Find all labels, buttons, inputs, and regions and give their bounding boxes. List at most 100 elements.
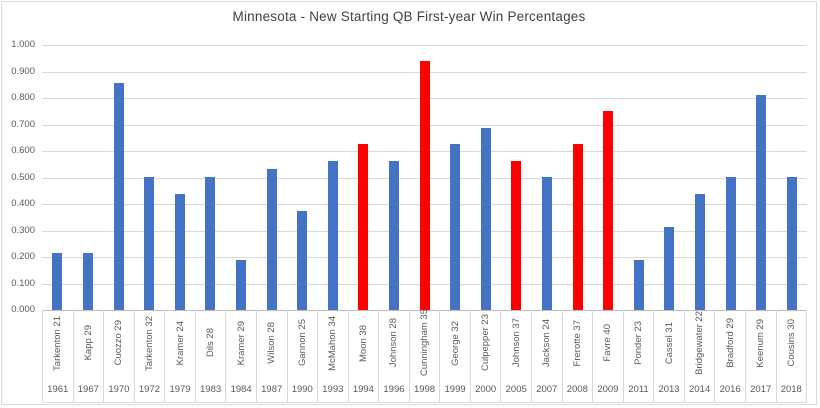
y-axis-tick-label: 0.700: [11, 119, 35, 130]
y-axis-tick-label: 0.300: [11, 225, 35, 236]
qb-name-label: Cassel 31: [663, 321, 675, 365]
qb-name-label: Frerotte 37: [571, 319, 583, 367]
y-axis-tick-label: 0.800: [11, 92, 35, 103]
chart-title: Minnesota - New Starting QB First-year W…: [232, 9, 586, 24]
qb-name-label: Kramer 29: [235, 320, 247, 366]
x-axis-label-table: Tarkenton 21 1961 Kapp 29 1967 Cuozzo 29 1970…: [42, 309, 807, 403]
qb-name-label: George 32: [449, 320, 461, 366]
year-label: 2016: [719, 383, 741, 395]
bar-1983-dils-28[interactable]: [205, 177, 215, 310]
bar-2009-favre-40[interactable]: [603, 111, 613, 310]
year-label: 2005: [505, 383, 527, 395]
bar-1961-tarkenton-21[interactable]: [52, 253, 62, 310]
x-axis-category-cell: Bradford 29 2016: [714, 310, 745, 402]
x-axis-category-cell: Kramer 24 1979: [164, 310, 195, 402]
year-label: 1967: [77, 383, 99, 395]
year-label: 1999: [444, 383, 466, 395]
qb-name-label: Culpepper 23: [480, 314, 492, 372]
bar-1987-wilson-28[interactable]: [267, 169, 277, 310]
x-axis-category-cell: Cassel 31 2013: [653, 310, 684, 402]
qb-name-wrap: Bridgewater 22: [694, 310, 705, 376]
bar-2000-culpepper-23[interactable]: [481, 128, 491, 310]
bar-2018-cousins-30[interactable]: [787, 177, 797, 310]
horizontal-gridline: [42, 45, 807, 46]
qb-name-wrap: McMahon 34: [327, 310, 338, 376]
bar-2016-bradford-29[interactable]: [726, 177, 736, 310]
x-axis-category-cell: Ponder 23 2011: [622, 310, 654, 402]
qb-name-wrap: Cunningham 35: [419, 309, 430, 376]
year-label: 1998: [413, 383, 436, 395]
qb-name-wrap: Gannon 25: [297, 310, 308, 376]
bar-1972-tarkenton-32[interactable]: [144, 177, 154, 310]
qb-name-label: McMahon 34: [327, 315, 339, 371]
bar-1996-johnson-28[interactable]: [389, 161, 399, 310]
bar-1970-cuozzo-29[interactable]: [114, 83, 124, 310]
bar-1967-kapp-29[interactable]: [83, 253, 93, 310]
qb-name-wrap: Johnson 28: [388, 310, 399, 376]
x-axis-category-cell: Tarkenton 21 1961: [42, 310, 73, 402]
qb-name-label: Kramer 24: [174, 320, 186, 366]
qb-name-wrap: Cousins 30: [786, 310, 797, 376]
year-label: 2018: [780, 383, 802, 395]
qb-name-wrap: Moon 38: [358, 310, 369, 376]
y-axis-tick-label: 0.600: [11, 145, 35, 156]
year-label: 1961: [47, 383, 69, 395]
bar-1984-kramer-29[interactable]: [236, 260, 246, 310]
qb-name-wrap: Johnson 37: [511, 310, 522, 376]
bar-2017-keenum-29[interactable]: [756, 95, 766, 310]
x-axis-category-cell: McMahon 34 1993: [317, 310, 348, 402]
year-label: 1987: [261, 383, 283, 395]
y-axis-tick-label: 0.200: [11, 251, 35, 262]
x-axis-category-cell: Dils 28 1983: [194, 310, 226, 402]
bar-2011-ponder-23[interactable]: [634, 260, 644, 310]
qb-name-label: Dils 28: [205, 328, 217, 358]
year-label: 2007: [536, 383, 558, 395]
bar-2007-jackson-24[interactable]: [542, 177, 552, 310]
bar-1999-george-32[interactable]: [450, 144, 460, 310]
x-axis-category-cell: Cuozzo 29 1970: [103, 310, 134, 402]
qb-name-label: Bridgewater 22: [694, 311, 706, 375]
qb-name-label: Gannon 25: [296, 319, 308, 367]
x-axis-category-cell: Gannon 25 1990: [286, 310, 318, 402]
x-axis-category-cell: Favre 40 2009: [592, 310, 623, 402]
qb-name-wrap: Kramer 24: [175, 310, 186, 376]
plot-area: [42, 45, 807, 310]
bar-2008-frerotte-37[interactable]: [573, 144, 583, 310]
bar-2005-johnson-37[interactable]: [511, 161, 521, 310]
qb-name-label: Wilson 28: [266, 322, 278, 364]
bar-2014-bridgewater-22[interactable]: [695, 194, 705, 310]
bar-1998-cunningham-35[interactable]: [420, 61, 430, 310]
qb-name-label: Johnson 37: [510, 318, 522, 368]
year-label: 1994: [352, 383, 374, 395]
year-label: 2017: [750, 383, 772, 395]
y-axis-tick-label: 0.900: [11, 66, 35, 77]
bar-1994-moon-38[interactable]: [358, 144, 368, 310]
x-axis-category-cell: Cunningham 35 1998: [408, 309, 440, 402]
year-label: 1993: [322, 383, 344, 395]
bar-2013-cassel-31[interactable]: [664, 227, 674, 310]
x-axis-category-cell: Bridgewater 22 2014: [683, 310, 715, 402]
qb-name-label: Cuozzo 29: [113, 320, 125, 366]
bar-1979-kramer-24[interactable]: [175, 194, 185, 310]
year-label: 1983: [200, 383, 222, 395]
year-label: 1970: [108, 383, 130, 395]
bar-1990-gannon-25[interactable]: [297, 211, 307, 310]
qb-name-wrap: Wilson 28: [266, 310, 277, 376]
x-axis-category-cell: Culpepper 23 2000: [469, 310, 501, 402]
x-axis-category-cell: Kramer 29 1984: [225, 310, 256, 402]
x-axis-category-cell: George 32 1999: [439, 310, 470, 402]
qb-name-label: Tarkenton 21: [52, 315, 64, 371]
x-axis-category-cell: Moon 38 1994: [347, 310, 379, 402]
qb-name-label: Cousins 30: [785, 319, 797, 367]
year-label: 2000: [475, 383, 497, 395]
qb-name-wrap: Culpepper 23: [480, 310, 491, 376]
x-axis-category-cell: Cousins 30 2018: [775, 310, 807, 402]
qb-name-wrap: Jackson 24: [541, 310, 552, 376]
y-axis-tick-label: 0.000: [11, 304, 35, 315]
year-label: 2014: [689, 383, 711, 395]
bar-1993-mcmahon-34[interactable]: [328, 161, 338, 310]
qb-name-wrap: Keenum 29: [755, 310, 766, 376]
y-axis-tick-label: 0.100: [11, 278, 35, 289]
x-axis-category-cell: Wilson 28 1987: [255, 310, 287, 402]
